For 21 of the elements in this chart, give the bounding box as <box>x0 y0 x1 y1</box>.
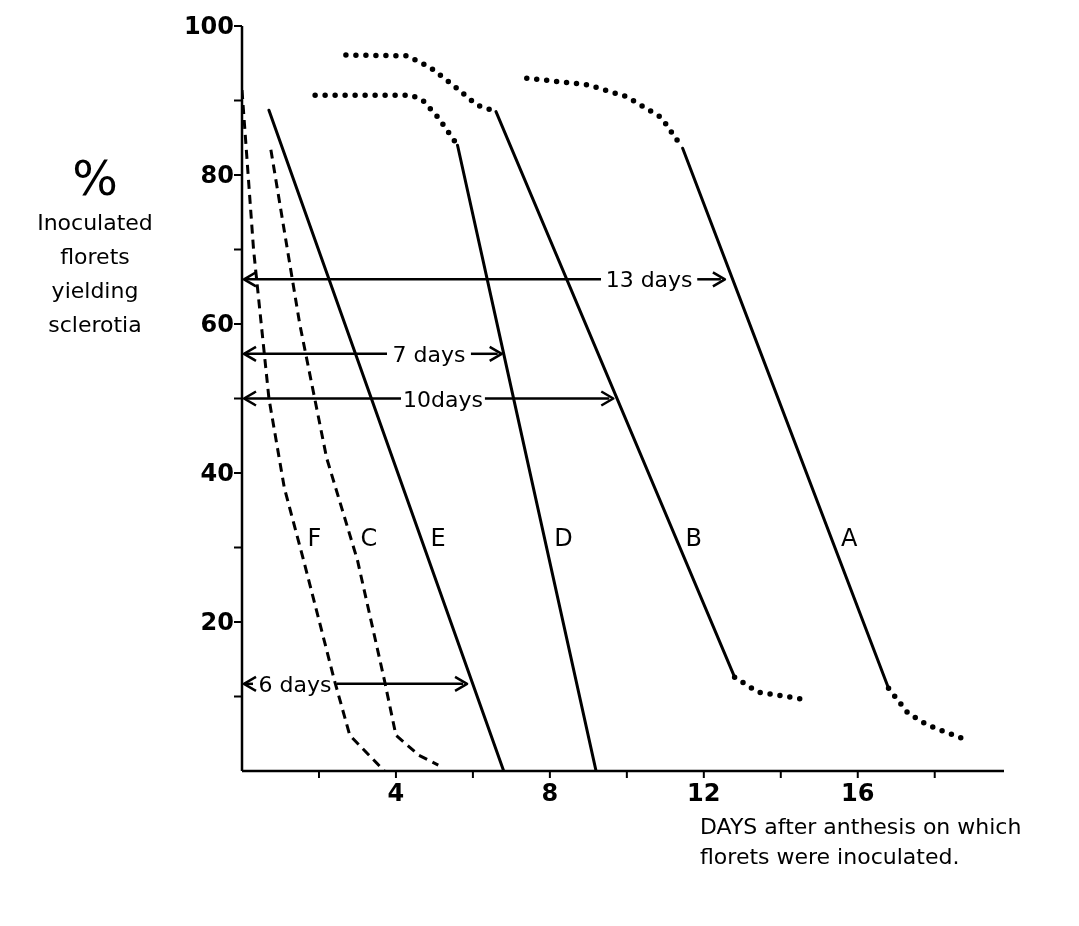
x-tick-label: 16 <box>841 779 875 807</box>
series-label: F <box>307 524 322 553</box>
series-label: B <box>685 524 702 553</box>
annotation: 6 days <box>258 671 332 697</box>
annotation: 7 days <box>392 341 466 367</box>
series-label: C <box>360 524 378 553</box>
y-tick-label: 80 <box>200 161 234 189</box>
annotation: 10days <box>403 386 483 412</box>
annotation: 13 days <box>605 267 693 293</box>
series-label: A <box>840 524 858 553</box>
y-tick-label: 60 <box>200 310 234 338</box>
x-axis-title: DAYS after anthesis on which florets were inoculated. <box>700 813 1023 871</box>
y-tick-label: 40 <box>200 459 234 487</box>
series-label: E <box>430 524 446 553</box>
y-axis-title: % Inoculated florets yielding sclerotia <box>36 150 154 339</box>
x-tick-label: 8 <box>541 779 559 807</box>
y-tick-label: 100 <box>183 12 234 40</box>
series-label: D <box>554 524 573 553</box>
x-tick-label: 12 <box>687 779 721 807</box>
x-tick-label: 4 <box>387 779 405 807</box>
y-tick-label: 20 <box>200 608 234 636</box>
